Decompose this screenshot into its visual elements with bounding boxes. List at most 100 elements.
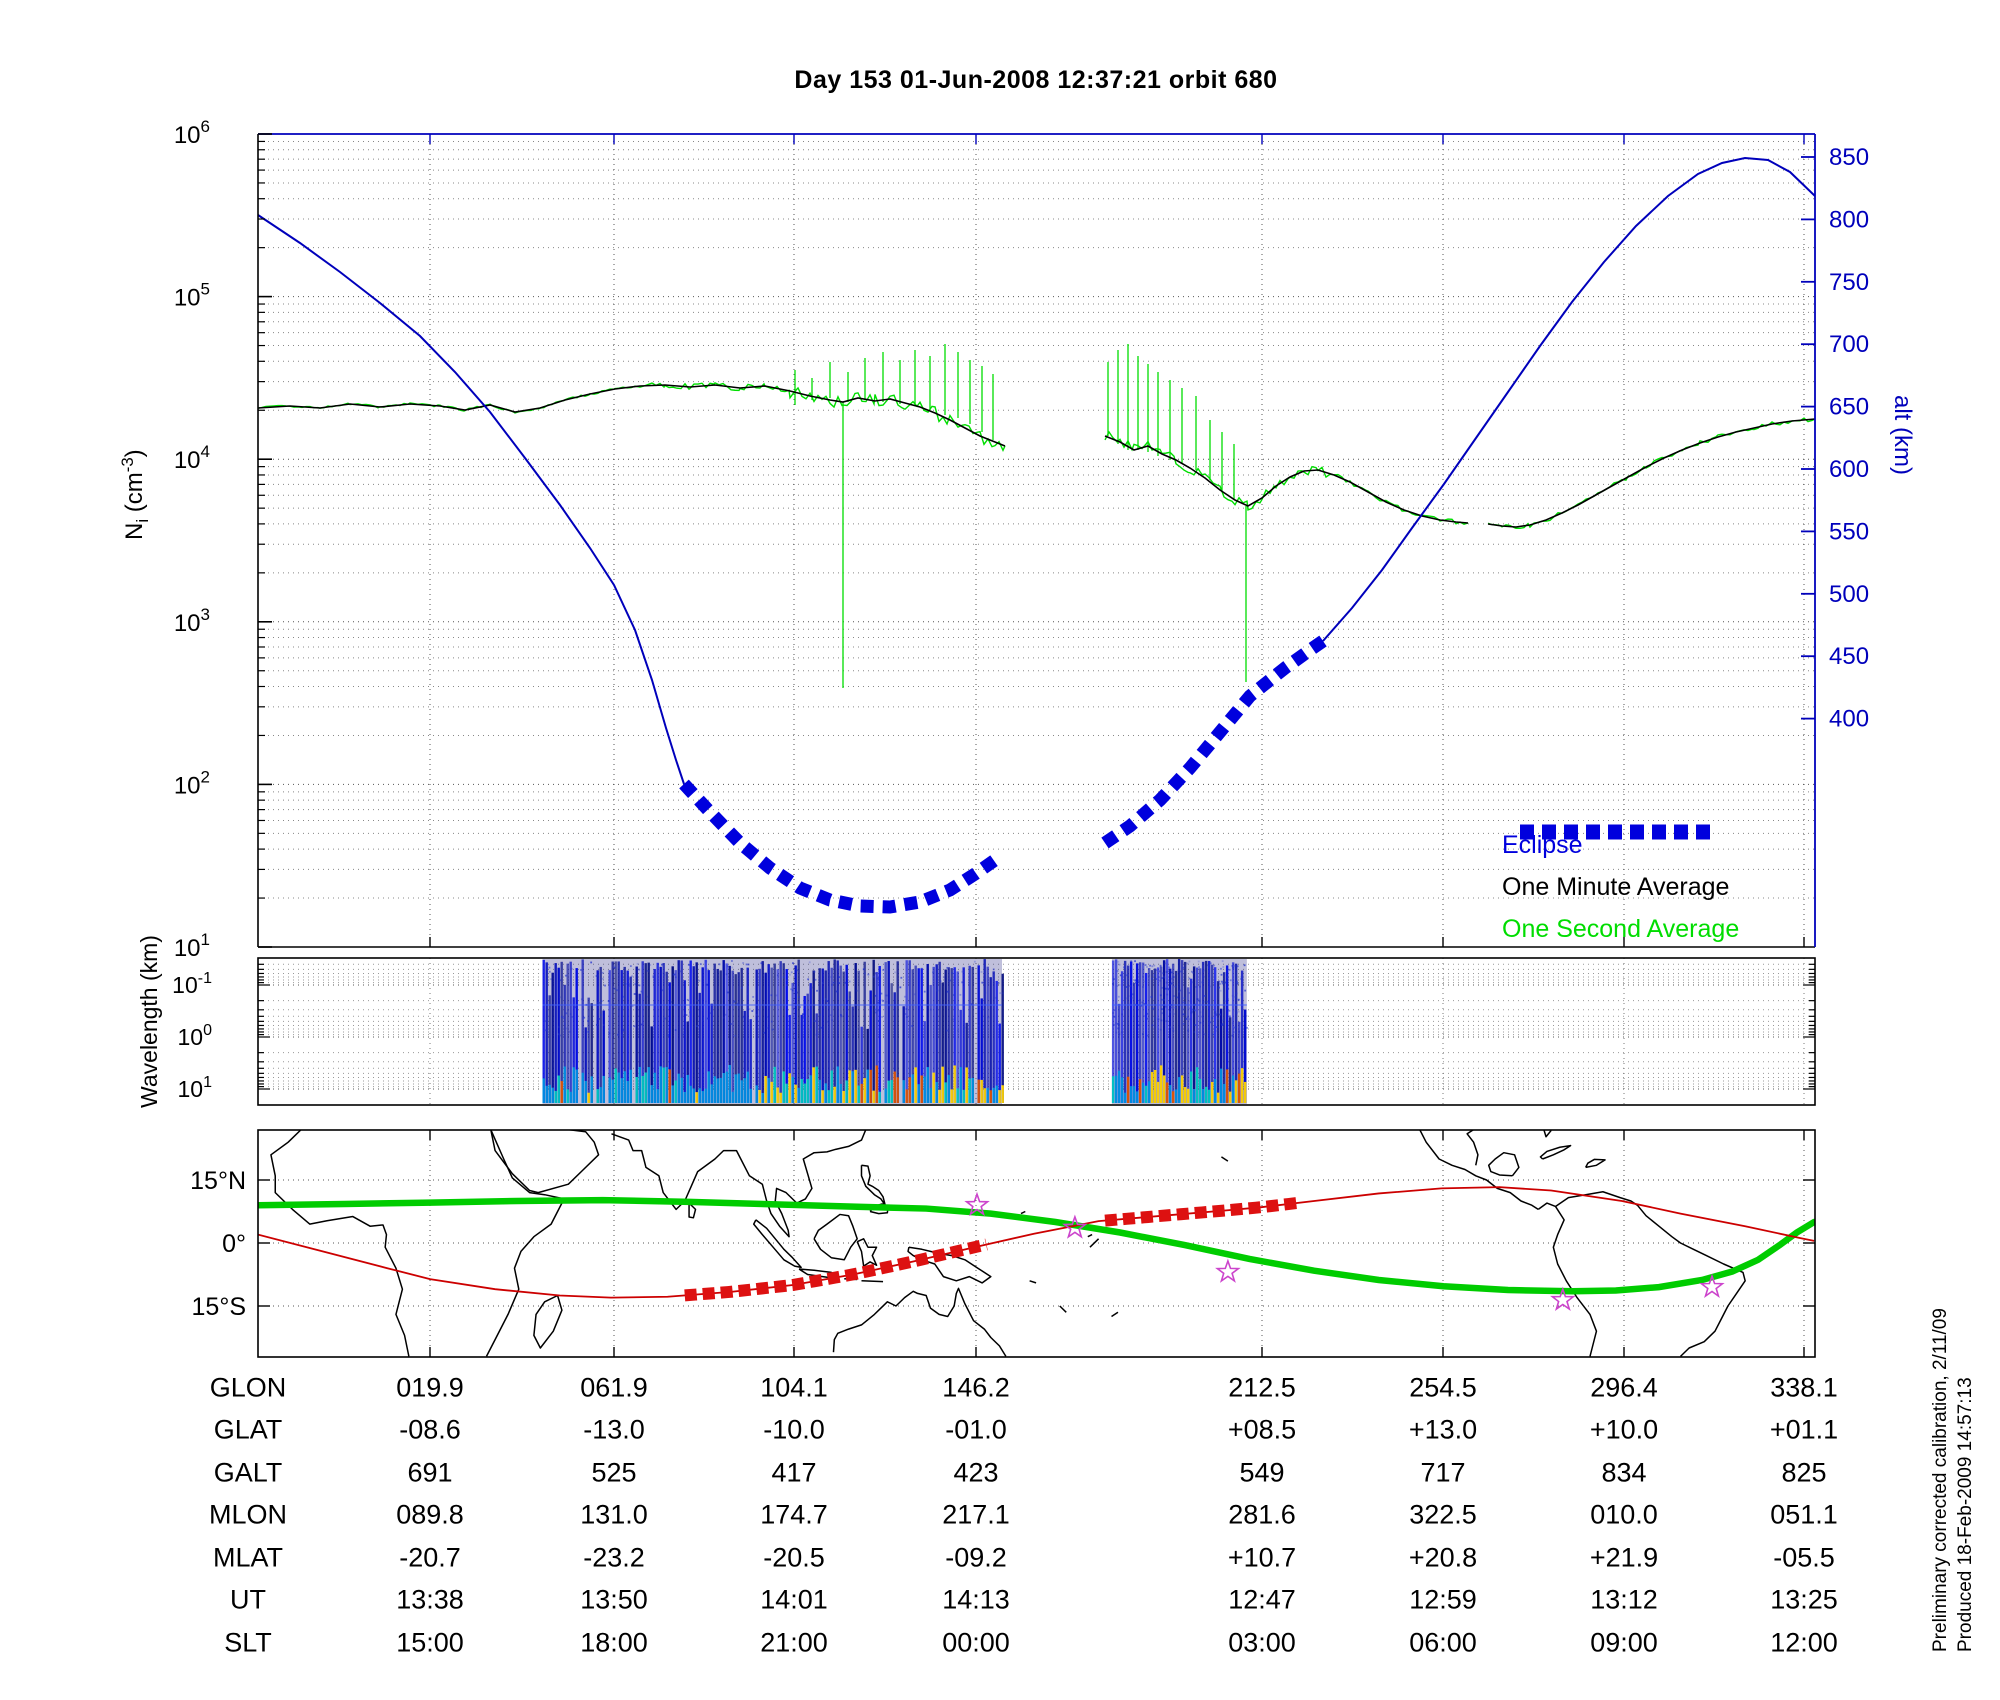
wavelength-tick-label: 100	[178, 1022, 213, 1050]
spectrogram-block	[542, 959, 1004, 1104]
table-cell-glat-5: +13.0	[1408, 1414, 1478, 1445]
table-cell-ut-1: 13:50	[580, 1584, 648, 1615]
table-cell-mlat-0: -20.7	[399, 1542, 461, 1573]
star-marker	[1215, 1258, 1241, 1283]
table-cell-mlat-6: +21.9	[1589, 1542, 1659, 1573]
panel2-grid	[258, 958, 1815, 1105]
altitude-tick-label: 400	[1829, 706, 1869, 733]
density-altitude-panel: 106 105 104 103 102 101 850 800 750 700 650 600 550 5…	[174, 117, 1869, 962]
table-cell-galt-7: 825	[1781, 1457, 1827, 1488]
density-tick-label: 102	[174, 767, 210, 799]
eclipse-dashed-curve	[679, 635, 1327, 914]
map-lat-tick-label: 0°	[222, 1230, 246, 1258]
table-cell-galt-5: 717	[1420, 1457, 1466, 1488]
table-cell-glon-5: 254.5	[1409, 1372, 1477, 1403]
table-cell-mlon-1: 131.0	[580, 1499, 648, 1530]
table-cell-glat-1: -13.0	[583, 1414, 645, 1445]
map-lat-tick-label: 15°S	[192, 1293, 246, 1321]
wavelength-tick-label: 10-1	[172, 970, 212, 998]
table-row-label-mlon: MLON	[208, 1499, 288, 1530]
table-cell-galt-0: 691	[407, 1457, 453, 1488]
ground-track-eclipse-dashes	[1104, 1196, 1300, 1227]
production-note-line2: Produced 18-Feb-2009 14:57:13	[1955, 1377, 1976, 1652]
left-axis-label: Ni (cm-3)	[118, 449, 152, 540]
table-cell-mlon-4: 281.6	[1228, 1499, 1296, 1530]
table-cell-glat-4: +08.5	[1227, 1414, 1297, 1445]
table-cell-ut-2: 14:01	[760, 1584, 828, 1615]
right-axis-label: alt (km)	[1889, 395, 1916, 475]
table-cell-ut-3: 14:13	[942, 1584, 1010, 1615]
table-cell-mlon-3: 217.1	[942, 1499, 1010, 1530]
map-axes: 15°N 0° 15°S	[190, 1129, 1816, 1358]
table-cell-slt-5: 06:00	[1409, 1627, 1477, 1658]
table-cell-slt-6: 09:00	[1590, 1627, 1658, 1658]
table-cell-mlat-7: -05.5	[1773, 1542, 1835, 1573]
altitude-tick-label: 600	[1829, 456, 1869, 483]
ground-track-line	[258, 1186, 1815, 1299]
density-tick-label: 105	[174, 280, 210, 312]
legend-item-one-minute-average: One Minute Average	[1502, 866, 1739, 908]
one-second-average-curve	[258, 344, 1815, 688]
table-cell-slt-7: 12:00	[1770, 1627, 1838, 1658]
table-cell-glat-6: +10.0	[1589, 1414, 1659, 1445]
table-row-label-galt: GALT	[213, 1457, 283, 1488]
table-cell-glon-2: 104.1	[760, 1372, 828, 1403]
panel1-axes: 106 105 104 103 102 101 850 800 750 700 650 600 550 5…	[174, 117, 1869, 962]
altitude-curve	[258, 156, 1815, 785]
star-marker	[964, 1191, 990, 1217]
production-note-line1: Preliminary corrected calibration, 2/11/…	[1930, 1308, 1951, 1652]
magnetic-equator-line	[258, 1196, 1815, 1295]
star-marker	[1550, 1286, 1576, 1311]
density-tick-label: 101	[174, 930, 210, 962]
table-cell-mlat-3: -09.2	[945, 1542, 1007, 1573]
table-cell-glat-7: +01.1	[1769, 1414, 1839, 1445]
table-cell-galt-4: 549	[1239, 1457, 1285, 1488]
table-cell-mlon-6: 010.0	[1590, 1499, 1658, 1530]
altitude-tick-label: 650	[1829, 394, 1869, 421]
table-cell-slt-0: 15:00	[396, 1627, 464, 1658]
legend-item-one-second-average: One Second Average	[1502, 908, 1739, 950]
map-grid	[258, 1130, 1815, 1357]
altitude-tick-label: 450	[1829, 643, 1869, 670]
world-map-coastlines	[270, 1130, 1746, 1357]
table-cell-ut-0: 13:38	[396, 1584, 464, 1615]
production-note: Preliminary corrected calibration, 2/11/…	[1928, 1308, 1978, 1652]
table-cell-mlon-2: 174.7	[760, 1499, 828, 1530]
legend: Eclipse One Minute Average One Second Aver…	[1502, 824, 1739, 950]
legend-label: One Second Average	[1502, 914, 1740, 943]
spectrogram-block	[1111, 959, 1248, 1104]
altitude-tick-label: 550	[1829, 518, 1869, 545]
table-cell-ut-5: 12:59	[1409, 1584, 1477, 1615]
table-cell-slt-2: 21:00	[760, 1627, 828, 1658]
one-minute-average-curve	[258, 384, 1815, 528]
event-stars	[964, 1191, 1725, 1311]
table-cell-slt-4: 03:00	[1228, 1627, 1296, 1658]
wavelength-spectrogram-panel: 10-1 100 101	[172, 957, 1816, 1106]
plot-title: Day 153 01-Jun-2008 12:37:21 orbit 680	[794, 66, 1278, 94]
table-cell-glon-0: 019.9	[396, 1372, 464, 1403]
table-cell-glon-3: 146.2	[942, 1372, 1010, 1403]
star-marker	[1062, 1214, 1088, 1239]
table-cell-galt-2: 417	[771, 1457, 817, 1488]
density-tick-label: 104	[174, 442, 210, 474]
table-cell-mlat-5: +20.8	[1408, 1542, 1478, 1573]
table-cell-mlat-2: -20.5	[763, 1542, 825, 1573]
table-cell-slt-3: 00:00	[942, 1627, 1010, 1658]
table-cell-glon-4: 212.5	[1228, 1372, 1296, 1403]
altitude-tick-label: 500	[1829, 581, 1869, 608]
table-cell-galt-1: 525	[591, 1457, 637, 1488]
table-cell-mlat-1: -23.2	[583, 1542, 645, 1573]
table-row-label-slt: SLT	[224, 1627, 272, 1658]
ground-track-eclipse-dashes	[684, 1238, 988, 1302]
altitude-tick-label: 750	[1829, 269, 1869, 296]
altitude-tick-label: 800	[1829, 206, 1869, 233]
table-cell-ut-6: 13:12	[1590, 1584, 1658, 1615]
panel1-grid	[258, 133, 1815, 947]
table-row-label-ut: UT	[230, 1584, 266, 1615]
table-cell-galt-3: 423	[953, 1457, 999, 1488]
map-lat-tick-label: 15°N	[190, 1167, 246, 1195]
wavelength-tick-label: 101	[178, 1074, 213, 1102]
table-cell-glon-6: 296.4	[1590, 1372, 1658, 1403]
